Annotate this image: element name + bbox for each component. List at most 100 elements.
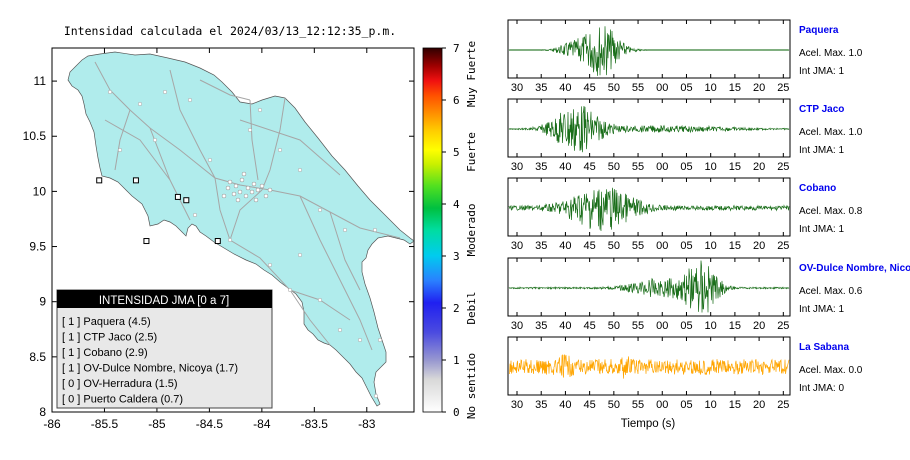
legend-item: [ 1 ] OV-Dulce Nombre, Nicoya (1.7) <box>62 363 238 375</box>
colorbar-category-label: Debil <box>465 291 478 324</box>
station-name: Cobano <box>799 183 836 194</box>
seismogram-trace <box>508 26 790 76</box>
colorbar-tick-label: 0 <box>453 406 460 419</box>
seismogram-tick-label: 00 <box>656 320 668 332</box>
jma-station-point <box>143 238 150 245</box>
seismogram-frame <box>507 19 791 79</box>
map-y-tick-label: 9 <box>39 295 46 309</box>
seismogram-tick-label: 50 <box>608 240 620 252</box>
seismogram-tick-label: 45 <box>584 161 596 173</box>
seismogram-tick-label: 00 <box>656 161 668 173</box>
map-y-tick-label: 8.5 <box>29 350 46 364</box>
seismogram-tick-label: 15 <box>729 161 741 173</box>
map-y-tick-label: 10.5 <box>23 129 47 143</box>
legend-item: [ 0 ] OV-Herradura (1.5) <box>62 378 178 390</box>
jma-station-point <box>174 193 181 200</box>
station-jma: Int JMA: 1 <box>799 145 844 156</box>
seismogram-trace <box>508 354 790 379</box>
map-x-tick-label: -86 <box>43 417 61 431</box>
map-x-axis: -86 -85.5 -85 -84.5 -84 -83.5 -83 <box>43 48 376 431</box>
seismogram-tick-label: 25 <box>777 240 789 252</box>
station-jma: Int JMA: 1 <box>799 304 844 315</box>
seismogram-tick-label: 15 <box>729 240 741 252</box>
seismogram-panels: 30 35 40 45 50 55 00 05 10 15 20 25 Paquera Acel. Max… <box>507 19 910 411</box>
seismogram-tick-label: 45 <box>584 240 596 252</box>
seismogram-tick-label: 00 <box>656 399 668 411</box>
seismogram-tick-label: 55 <box>632 82 644 94</box>
station-accel: Acel. Max. 0.8 <box>799 206 863 217</box>
station-name: CTP Jaco <box>799 104 844 115</box>
map-x-tick-label: -84.5 <box>196 417 224 431</box>
seismogram-tick-label: 05 <box>680 320 692 332</box>
seismogram-tick-label: 05 <box>680 161 692 173</box>
seismogram-trace <box>508 187 790 232</box>
seismogram-tick-label: 50 <box>608 320 620 332</box>
seismogram-tick-label: 35 <box>535 399 547 411</box>
station-accel: Acel. Max. 1.0 <box>799 127 863 138</box>
station-name: Paquera <box>799 25 839 36</box>
seismogram-tick-label: 15 <box>729 320 741 332</box>
colorbar-category-label: No sentido <box>465 353 478 419</box>
colorbar-category-label: Fuerte <box>465 132 478 172</box>
seismogram-panel: 30 35 40 45 50 55 00 05 10 15 20 25 OV-Dulce Nombre,… <box>507 257 910 332</box>
seismogram-tick-label: 45 <box>584 320 596 332</box>
legend-item: [ 1 ] CTP Jaco (2.5) <box>62 332 157 344</box>
jma-station-point <box>214 238 221 245</box>
seismogram-xlabel: Tiempo (s) <box>621 418 676 430</box>
colorbar-tick-label: 4 <box>453 198 460 211</box>
map-x-tick-label: -83.5 <box>301 417 329 431</box>
jma-station-point <box>96 177 103 184</box>
seismogram-tick-label: 40 <box>559 240 571 252</box>
colorbar-tick-label: 2 <box>453 302 460 315</box>
seismogram-tick-label: 10 <box>705 320 717 332</box>
seismogram-tick-label: 15 <box>729 82 741 94</box>
seismogram-panel: 30 35 40 45 50 55 00 05 10 15 20 25 Cobano Acel. Max.… <box>507 177 863 252</box>
seismogram-tick-label: 30 <box>511 399 523 411</box>
colorbar-category-label: Muy Fuerte <box>465 41 478 107</box>
seismogram-tick-label: 40 <box>559 82 571 94</box>
seismogram-tick-label: 40 <box>559 161 571 173</box>
seismogram-tick-label: 45 <box>584 82 596 94</box>
map-y-tick-label: 10 <box>33 184 47 198</box>
colorbar-gradient <box>422 47 443 413</box>
colorbar-tick-label: 1 <box>453 354 460 367</box>
station-cluster <box>221 171 273 203</box>
map-title: Intensidad calculada el 2024/03/13_12:12… <box>64 24 396 38</box>
seismogram-tick-label: 00 <box>656 240 668 252</box>
seismogram-tick-label: 40 <box>559 320 571 332</box>
colorbar-tick-label: 3 <box>453 250 460 263</box>
map-x-tick-label: -83 <box>358 417 376 431</box>
seismogram-tick-label: 00 <box>656 82 668 94</box>
legend-box: INTENSIDAD JMA [0 a 7] [ 1 ] Paquera (4.… <box>56 289 273 409</box>
map-x-tick-label: -85 <box>148 417 166 431</box>
seismogram-tick-label: 35 <box>535 320 547 332</box>
seismogram-tick-label: 35 <box>535 240 547 252</box>
seismogram-tick-label: 35 <box>535 82 547 94</box>
seismogram-tick-label: 50 <box>608 161 620 173</box>
map-x-tick-label: -84 <box>253 417 271 431</box>
colorbar-tick-label: 6 <box>453 94 460 107</box>
seismogram-panel: 30 35 40 45 50 55 00 05 10 15 20 25 La Sabana Acel. M… <box>507 336 863 411</box>
map-x-tick-label: -85.5 <box>91 417 119 431</box>
seismogram-tick-label: 45 <box>584 399 596 411</box>
colorbar-tick-label: 5 <box>453 146 460 159</box>
station-name: La Sabana <box>799 342 849 353</box>
colorbar: 0 1 2 3 4 5 6 7 No sentido Debil Moderado Fuerte Mu… <box>422 41 478 419</box>
legend-title: INTENSIDAD JMA [0 a 7] <box>99 295 229 307</box>
colorbar-tick-label: 7 <box>453 42 460 55</box>
legend-background <box>56 289 273 409</box>
seismogram-tick-label: 50 <box>608 399 620 411</box>
station-jma: Int JMA: 0 <box>799 383 844 394</box>
seismogram-frame <box>507 177 791 237</box>
seismogram-tick-label: 05 <box>680 240 692 252</box>
seismogram-tick-label: 30 <box>511 82 523 94</box>
map-y-axis: 11 10.5 10 9.5 9 8.5 8 <box>23 74 414 419</box>
seismogram-tick-label: 10 <box>705 161 717 173</box>
stations-scattered <box>107 89 383 399</box>
station-accel: Acel. Max. 0.0 <box>799 365 863 376</box>
station-accel: Acel. Max. 1.0 <box>799 48 863 59</box>
seismogram-panel: 30 35 40 45 50 55 00 05 10 15 20 25 Paquera Acel. Max… <box>507 19 863 94</box>
seismogram-tick-label: 15 <box>729 399 741 411</box>
seismogram-tick-label: 05 <box>680 399 692 411</box>
